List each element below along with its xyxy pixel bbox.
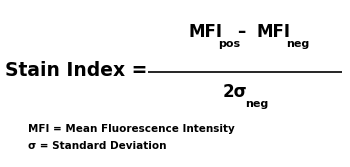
Text: MFI: MFI xyxy=(189,23,223,41)
Text: neg: neg xyxy=(245,99,268,109)
Text: 2σ: 2σ xyxy=(223,83,248,101)
Text: –: – xyxy=(237,23,245,41)
Text: σ = Standard Deviation: σ = Standard Deviation xyxy=(28,141,167,151)
Text: MFI = Mean Fluorescence Intensity: MFI = Mean Fluorescence Intensity xyxy=(28,124,235,134)
Text: pos: pos xyxy=(218,39,240,49)
Text: Stain Index =: Stain Index = xyxy=(5,60,147,79)
Text: neg: neg xyxy=(286,39,309,49)
Text: MFI: MFI xyxy=(257,23,291,41)
